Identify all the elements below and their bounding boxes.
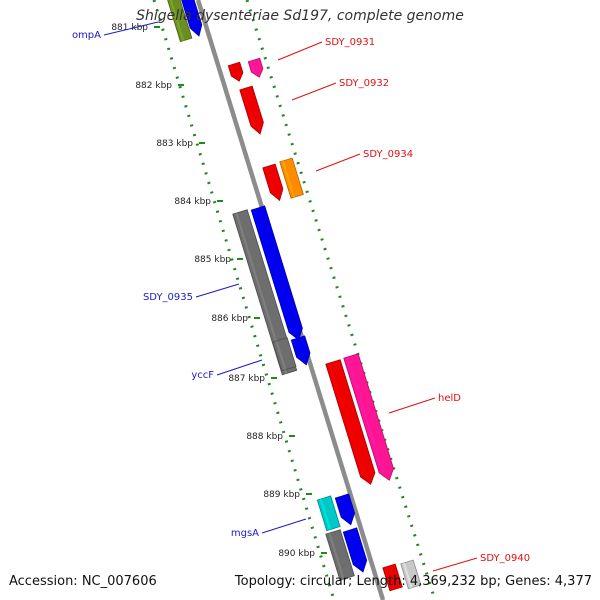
feature-highlight (241, 88, 256, 126)
feature-sdy0934-red[interactable] (262, 163, 284, 202)
feature-ompA-olive[interactable] (166, 0, 193, 43)
feature-highlight (319, 498, 332, 530)
feature-highlight (264, 166, 275, 193)
gene-label[interactable]: yccF (191, 370, 214, 381)
features-layer (166, 0, 422, 592)
tick-label: 887 kbp (228, 374, 265, 384)
feature-sdy0940-red[interactable] (382, 563, 403, 592)
gene-label-leader (216, 359, 263, 376)
gene-label[interactable]: SDY_0940 (480, 553, 530, 564)
tick-label: 889 kbp (263, 490, 300, 500)
genome-title: Shigella dysenteriae Sd197, complete gen… (136, 8, 464, 24)
gene-label-leader (291, 82, 337, 101)
tick-label: 881 kbp (111, 23, 148, 33)
feature-highlight (384, 566, 394, 591)
tick-label: 890 kbp (278, 549, 315, 559)
gene-label[interactable]: SDY_0935 (143, 292, 193, 303)
feature-sdy0935-gray[interactable] (232, 209, 298, 376)
gene-label-leader (432, 557, 478, 572)
feature-gene890-gray[interactable] (325, 529, 355, 581)
feature-highlight (346, 356, 384, 473)
gene-label[interactable]: SDY_0934 (363, 149, 413, 160)
gene-label[interactable]: SDY_0931 (325, 37, 375, 48)
feature-highlight (328, 362, 366, 477)
feature-highlight (275, 340, 287, 371)
gene-label-leader (315, 153, 361, 172)
feature-highlight (230, 64, 236, 76)
genome-summary-text: Topology: circular; Length: 4,369,232 bp… (234, 574, 592, 589)
feature-highlight (345, 530, 358, 564)
feature-sdy0931-pink[interactable] (247, 57, 264, 78)
feature-held-red[interactable] (325, 359, 376, 485)
feature-highlight (402, 562, 413, 589)
tick-label: 882 kbp (135, 81, 172, 91)
feature-sdy0931-red[interactable] (227, 61, 244, 82)
feature-highlight (293, 338, 301, 357)
feature-ompA-blue[interactable] (180, 0, 203, 37)
gene-label[interactable]: helD (438, 393, 461, 404)
feature-sdy0934-orange[interactable] (279, 157, 304, 199)
feature-held-pink[interactable] (343, 353, 394, 481)
gene-label-leader (388, 397, 436, 414)
tick-label: 888 kbp (246, 432, 283, 442)
feature-sdy0932-red[interactable] (239, 85, 264, 135)
feature-sdy0940-gray[interactable] (400, 559, 422, 590)
feature-highlight (337, 496, 346, 517)
feature-mgsa-blue[interactable] (334, 493, 356, 526)
feature-highlight (183, 0, 195, 28)
gene-label[interactable]: SDY_0932 (339, 78, 389, 89)
feature-yccf-blue[interactable] (290, 335, 311, 366)
feature-gene890-blue[interactable] (342, 527, 368, 573)
tick-label: 883 kbp (156, 139, 193, 149)
feature-highlight (250, 60, 256, 72)
tick-label: 884 kbp (174, 197, 211, 207)
ticks-layer: 881 kbp 882 kbp 883 kbp 884 kbp 885 kbp 886 k… (111, 23, 327, 559)
gene-label-leader (195, 283, 240, 298)
gene-label-leader (261, 518, 307, 534)
gene-label[interactable]: ompA (72, 30, 101, 41)
feature-highlight (328, 532, 345, 580)
feature-sdy0935-blue[interactable] (250, 205, 303, 341)
gene-label[interactable]: mgsA (231, 528, 259, 539)
feature-yccf-gray[interactable] (272, 337, 297, 372)
gene-labels-layer: ompA SDY_0931 SDY_0932 SDY_0934 SDY_0935 yccF… (72, 21, 530, 572)
gene-label-leader (277, 41, 323, 61)
tick-label: 885 kbp (194, 255, 231, 265)
tick-label: 886 kbp (211, 314, 248, 324)
feature-mgsa-cyan[interactable] (316, 495, 341, 532)
feature-highlight (169, 0, 185, 42)
feature-highlight (281, 160, 296, 198)
gene-label-leader (103, 21, 159, 36)
accession-text: Accession: NC_007606 (9, 574, 157, 589)
feature-highlight (253, 208, 294, 332)
